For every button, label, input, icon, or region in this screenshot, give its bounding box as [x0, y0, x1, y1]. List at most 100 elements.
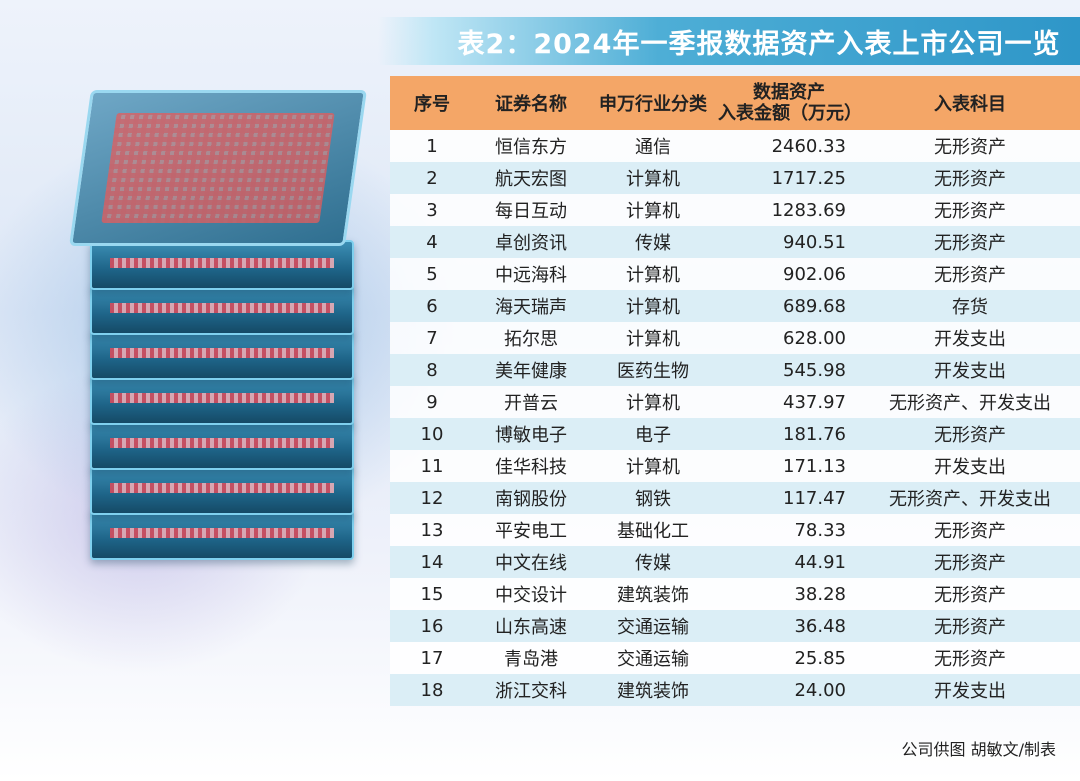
header-amount-line1: 数据资产 [753, 82, 825, 103]
cell-name: 中文在线 [495, 553, 567, 574]
cell-name: 山东高速 [495, 617, 567, 638]
table-row: 3 每日互动 计算机 1283.69 无形资产 [390, 194, 1080, 226]
cell-amount: 2460.33 [771, 135, 846, 157]
cell-no: 11 [420, 455, 444, 477]
cell-industry: 电子 [635, 425, 671, 446]
cell-industry: 计算机 [626, 169, 680, 190]
cell-industry: 建筑装饰 [617, 681, 689, 702]
cell-subject: 无形资产 [934, 233, 1006, 254]
table-row: 4 卓创资讯 传媒 940.51 无形资产 [390, 226, 1080, 258]
cell-name: 南钢股份 [495, 489, 567, 510]
cell-name: 平安电工 [495, 521, 567, 542]
table-row: 11 佳华科技 计算机 171.13 开发支出 [390, 450, 1080, 482]
table-row: 18 浙江交科 建筑装饰 24.00 开发支出 [390, 674, 1080, 706]
cell-no: 14 [420, 551, 444, 573]
cell-subject: 无形资产 [934, 617, 1006, 638]
cell-no: 8 [426, 359, 438, 381]
cell-name: 恒信东方 [495, 137, 567, 158]
cell-amount: 1717.25 [771, 167, 846, 189]
cell-amount: 78.33 [794, 519, 846, 541]
table-row: 16 山东高速 交通运输 36.48 无形资产 [390, 610, 1080, 642]
cell-subject: 无形资产 [934, 137, 1006, 158]
cell-name: 青岛港 [504, 649, 558, 670]
cell-subject: 无形资产 [934, 521, 1006, 542]
cell-industry: 传媒 [635, 553, 671, 574]
cell-no: 5 [426, 263, 438, 285]
cell-amount: 628.00 [783, 327, 846, 349]
cell-name: 浙江交科 [495, 681, 567, 702]
cell-no: 7 [426, 327, 438, 349]
cell-subject: 开发支出 [934, 681, 1006, 702]
cell-name: 卓创资讯 [495, 233, 567, 254]
header-industry: 申万行业分类 [599, 94, 707, 115]
table-body: 1 恒信东方 通信 2460.33 无形资产 2 航天宏图 计算机 1717.25 无形资产 3 每日… [390, 130, 1080, 706]
title-banner: 表2：2024年一季报数据资产入表上市公司一览 [378, 17, 1080, 65]
cell-no: 1 [426, 135, 438, 157]
cell-industry: 计算机 [626, 329, 680, 350]
chip-layer [90, 510, 354, 560]
table-row: 12 南钢股份 钢铁 117.47 无形资产、开发支出 [390, 482, 1080, 514]
table-row: 5 中远海科 计算机 902.06 无形资产 [390, 258, 1080, 290]
cell-subject: 无形资产 [934, 265, 1006, 286]
source-credit: 公司供图 胡敏文/制表 [901, 740, 1056, 759]
cell-industry: 建筑装饰 [617, 585, 689, 606]
table-header: 序号 证券名称 申万行业分类 数据资产 入表金额（万元） 入表科目 [390, 76, 1080, 130]
cell-industry: 基础化工 [617, 521, 689, 542]
cell-subject: 无形资产 [934, 425, 1006, 446]
cell-no: 16 [420, 615, 444, 637]
chip-layer [90, 375, 354, 425]
cell-industry: 计算机 [626, 201, 680, 222]
cell-subject: 无形资产 [934, 553, 1006, 574]
cell-amount: 44.91 [794, 551, 846, 573]
cell-amount: 25.85 [794, 647, 846, 669]
cell-subject: 无形资产、开发支出 [889, 393, 1051, 414]
cell-name: 博敏电子 [495, 425, 567, 446]
cell-subject: 开发支出 [934, 329, 1006, 350]
cell-industry: 计算机 [626, 297, 680, 318]
cell-industry: 计算机 [626, 457, 680, 478]
cell-amount: 1283.69 [771, 199, 846, 221]
cell-industry: 交通运输 [617, 617, 689, 638]
table-row: 8 美年健康 医药生物 545.98 开发支出 [390, 354, 1080, 386]
cell-no: 15 [420, 583, 444, 605]
cell-name: 美年健康 [495, 361, 567, 382]
cell-amount: 689.68 [783, 295, 846, 317]
cell-industry: 医药生物 [617, 361, 689, 382]
cell-no: 4 [426, 231, 438, 253]
header-amount: 数据资产 入表金额（万元） [718, 82, 862, 124]
cell-subject: 无形资产 [934, 649, 1006, 670]
table-row: 9 开普云 计算机 437.97 无形资产、开发支出 [390, 386, 1080, 418]
table-row: 2 航天宏图 计算机 1717.25 无形资产 [390, 162, 1080, 194]
table-title: 表2：2024年一季报数据资产入表上市公司一览 [457, 28, 1061, 60]
cell-amount: 38.28 [794, 583, 846, 605]
cell-name: 中远海科 [495, 265, 567, 286]
cell-industry: 钢铁 [635, 489, 671, 510]
cell-no: 18 [420, 679, 444, 701]
header-name: 证券名称 [495, 94, 567, 115]
cell-no: 12 [420, 487, 444, 509]
cell-amount: 171.13 [783, 455, 846, 477]
cell-name: 航天宏图 [495, 169, 567, 190]
cell-subject: 无形资产 [934, 169, 1006, 190]
cell-amount: 545.98 [783, 359, 846, 381]
chip-layer [90, 285, 354, 335]
table-row: 10 博敏电子 电子 181.76 无形资产 [390, 418, 1080, 450]
cell-industry: 通信 [635, 137, 671, 158]
cell-amount: 437.97 [783, 391, 846, 413]
cell-no: 3 [426, 199, 438, 221]
cell-amount: 902.06 [783, 263, 846, 285]
table-row: 17 青岛港 交通运输 25.85 无形资产 [390, 642, 1080, 674]
cell-name: 开普云 [504, 393, 558, 414]
chip-layer [90, 330, 354, 380]
table-row: 14 中文在线 传媒 44.91 无形资产 [390, 546, 1080, 578]
cell-subject: 存货 [952, 297, 988, 318]
cell-subject: 无形资产、开发支出 [889, 489, 1051, 510]
cell-industry: 计算机 [626, 265, 680, 286]
chip-layer [90, 465, 354, 515]
cell-industry: 计算机 [626, 393, 680, 414]
cell-subject: 无形资产 [934, 585, 1006, 606]
cell-amount: 24.00 [794, 679, 846, 701]
cell-name: 中交设计 [495, 585, 567, 606]
cell-amount: 181.76 [783, 423, 846, 445]
header-amount-line2: 入表金额（万元） [718, 103, 862, 124]
